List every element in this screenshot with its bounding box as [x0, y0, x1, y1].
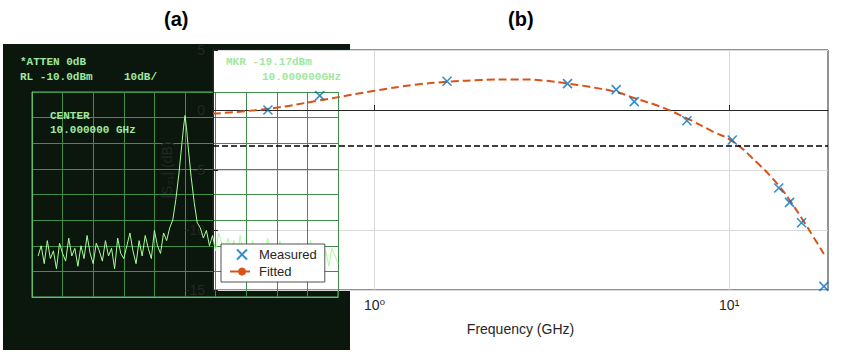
svg-text:*ATTEN 0dB: *ATTEN 0dB [20, 56, 86, 68]
svg-text:RL -10.0dBm: RL -10.0dBm [20, 71, 93, 83]
svg-text:(a): (a) [164, 8, 188, 30]
svg-text:5: 5 [197, 42, 205, 58]
svg-text:Measured: Measured [259, 247, 317, 262]
svg-text:10⁰: 10⁰ [364, 297, 386, 313]
svg-text:10¹: 10¹ [719, 297, 740, 313]
svg-text:10dB/: 10dB/ [124, 71, 157, 83]
svg-text:0: 0 [197, 102, 205, 118]
svg-text:CENTER: CENTER [50, 110, 90, 122]
svg-text:(b): (b) [508, 8, 534, 30]
svg-text:10.000000GHz: 10.000000GHz [262, 71, 341, 83]
svg-text:|S₂₁| (dB): |S₂₁| (dB) [159, 141, 175, 198]
svg-text:-5: -5 [193, 162, 206, 178]
svg-text:10.000000 GHz: 10.000000 GHz [50, 124, 136, 136]
svg-text:MKR -19.17dBm: MKR -19.17dBm [226, 56, 312, 68]
svg-text:Frequency (GHz): Frequency (GHz) [467, 321, 574, 337]
svg-text:-15: -15 [185, 282, 205, 298]
svg-text:-10: -10 [184, 222, 205, 238]
svg-text:Fitted: Fitted [259, 264, 292, 279]
